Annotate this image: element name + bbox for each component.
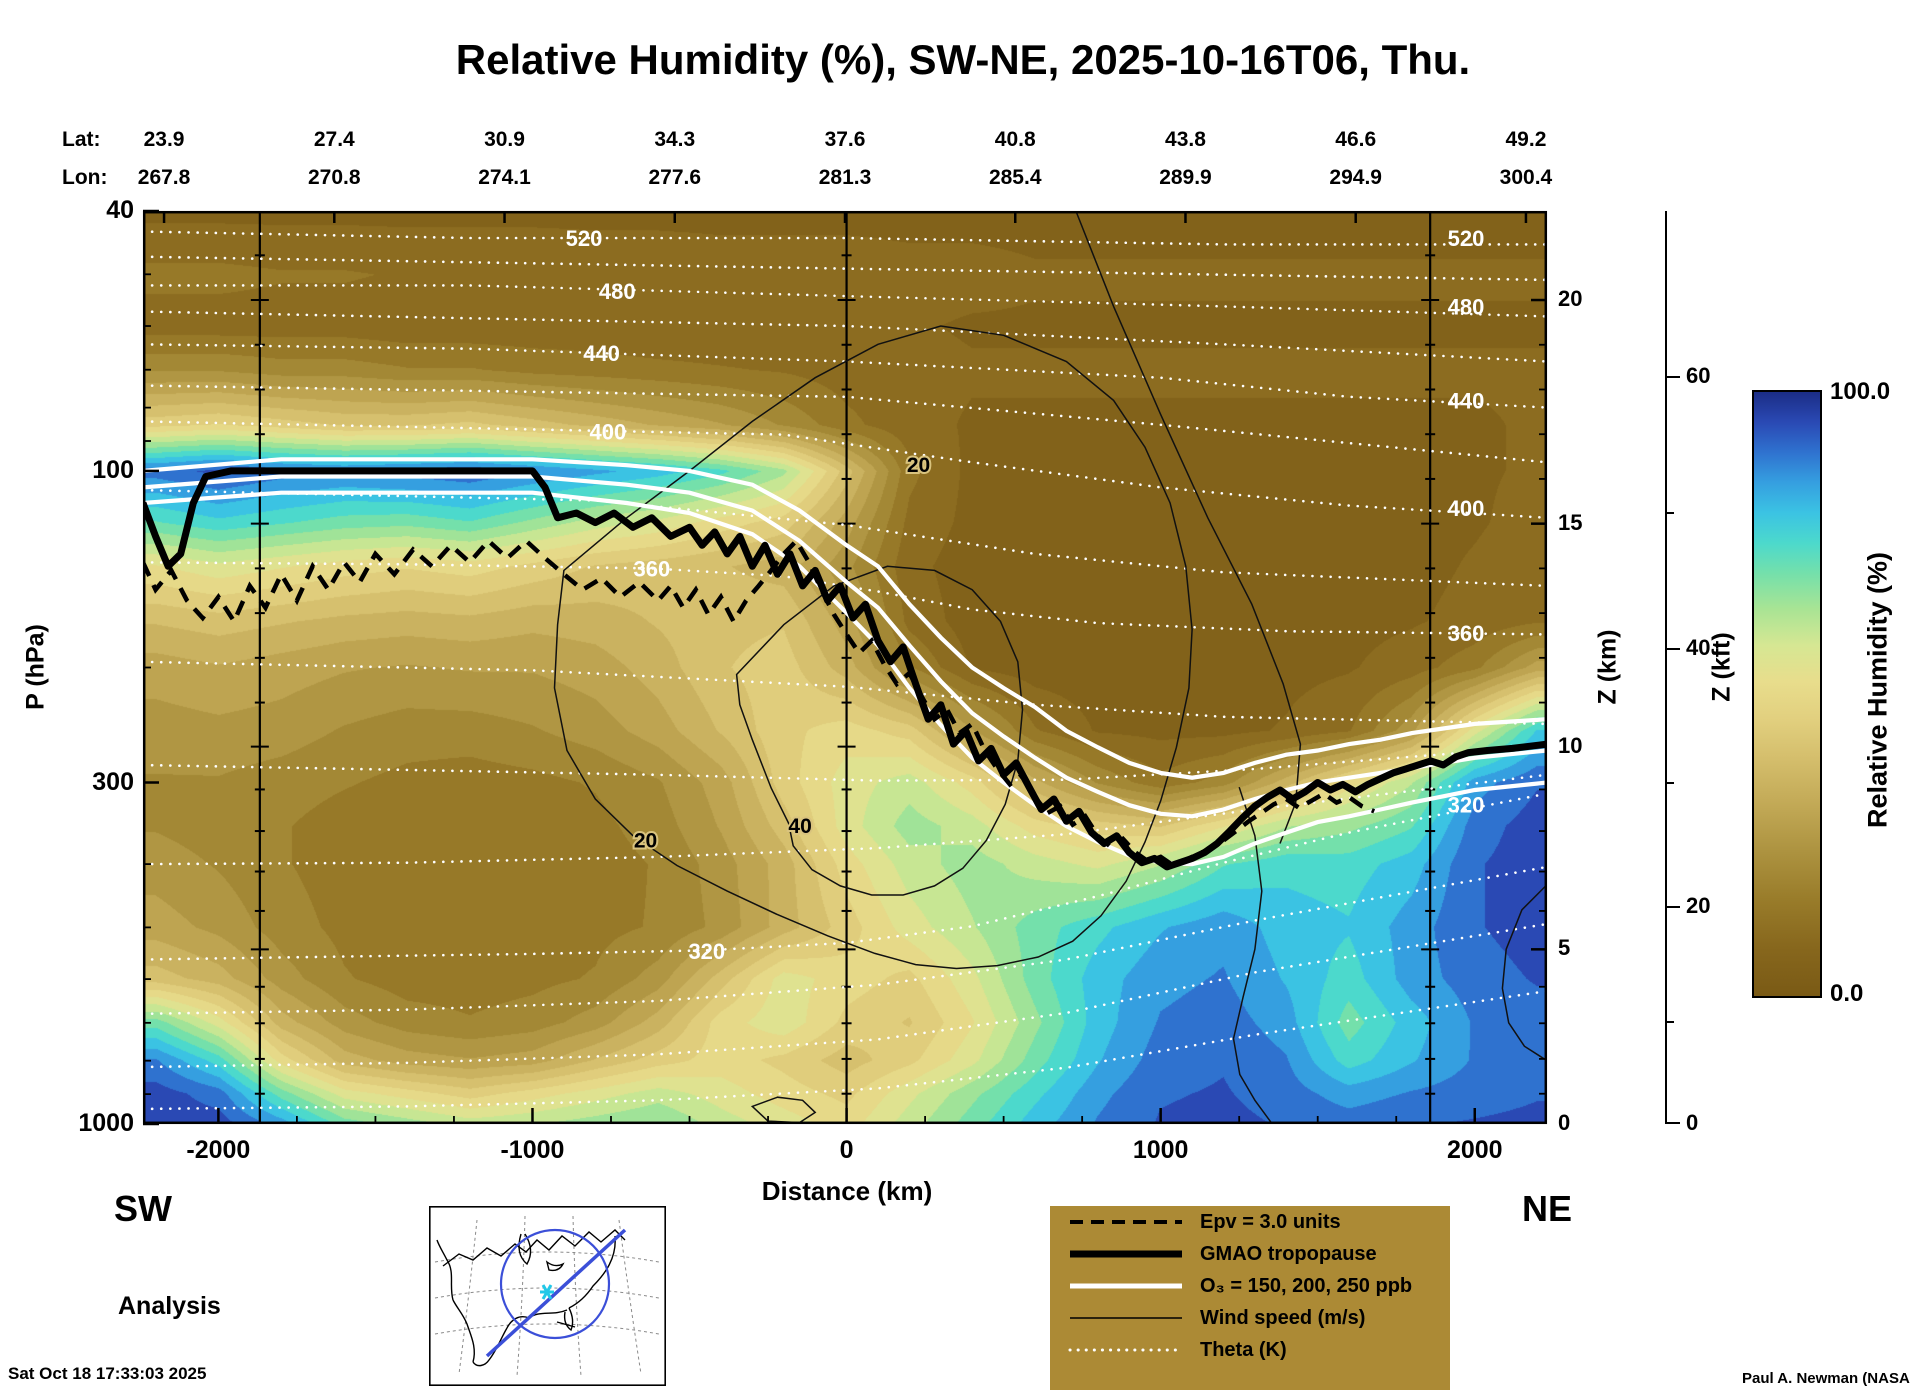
x-tick-label: 2000 [1446,1136,1503,1164]
lon-value: 267.8 [137,166,191,189]
legend-item-tropopause: GMAO tropopause [1050,1238,1450,1270]
svg-text:520: 520 [566,226,603,251]
map-border [429,1206,666,1386]
svg-text:400: 400 [1448,496,1485,521]
p-tick-label: 100 [92,455,134,484]
colorbar [1752,390,1822,998]
zkft-tick-label: 40 [1686,635,1711,661]
kft-tick [1666,1122,1680,1124]
legend-label-tropopause: GMAO tropopause [1200,1242,1377,1265]
kft-tick [1666,375,1680,378]
legend-label-theta: Theta (K) [1200,1338,1287,1361]
legend-line-epv-icon [1070,1220,1182,1224]
zkft-axis-title: Z (kft) [1707,632,1736,702]
kft-tick [1666,1020,1674,1023]
legend-line-tropopause-icon [1070,1250,1182,1258]
svg-text:20: 20 [634,829,657,852]
map-transect-line [485,1228,627,1358]
analysis-label: Analysis [118,1292,221,1320]
x-tick-label: 1000 [1132,1136,1189,1164]
svg-text:400: 400 [589,419,626,444]
kft-tick [1666,648,1680,651]
legend-label-ozone: O₃ = 150, 200, 250 ppb [1200,1274,1413,1297]
x-tick-label: 0 [839,1136,854,1164]
kft-tick [1666,906,1680,909]
zkft-tick-label: 60 [1686,362,1711,388]
zkm-tick-label: 0 [1558,1110,1571,1135]
lon-value: 294.9 [1329,166,1382,189]
chart-title: Relative Humidity (%), SW-NE, 2025-10-16… [455,36,1471,83]
zkm-tick-label: 5 [1558,935,1571,961]
lon-value: 281.3 [818,166,872,189]
svg-text:360: 360 [633,556,670,581]
svg-text:20: 20 [907,454,930,477]
lat-value: 46.6 [1335,128,1377,151]
colorbar-min-label: 0.0 [1830,980,1864,1007]
zkm-tick-label: 15 [1558,509,1583,535]
lat-value: 30.9 [484,128,525,151]
timestamp: Sat Oct 18 17:33:03 2025 [8,1364,207,1383]
lon-value: 285.4 [988,166,1042,189]
lon-value: 270.8 [308,166,361,189]
svg-text:360: 360 [1448,621,1485,646]
legend-line-ozone-icon [1070,1283,1182,1289]
legend-line-theta-icon [1068,1348,1184,1352]
kft-tick [1666,782,1674,785]
p-tick-label: 1000 [78,1109,134,1137]
zkft-tick-label: 20 [1686,893,1711,919]
svg-text:520: 520 [1448,226,1485,251]
svg-text:320: 320 [1448,792,1485,817]
kft-tick [1666,511,1674,514]
zkft-tick-label: 0 [1686,1110,1699,1135]
colorbar-title: Relative Humidity (%) [1862,551,1893,829]
lat-axis-prefix: Lat: [62,128,101,151]
legend-label-wind: Wind speed (m/s) [1200,1306,1366,1329]
p-tick-label: 300 [92,767,134,796]
lat-value: 40.8 [994,128,1036,151]
svg-text:480: 480 [1448,294,1485,319]
x-tick-label: -2000 [186,1136,251,1164]
lat-value: 37.6 [824,128,866,151]
svg-text:440: 440 [583,341,620,366]
x-tick-label: -1000 [500,1136,565,1164]
map-inset [429,1206,666,1386]
lat-value: 49.2 [1505,128,1547,151]
zkm-tick-label: 10 [1558,732,1583,758]
lon-value: 300.4 [1499,166,1553,189]
lon-value: 274.1 [478,166,531,189]
legend: Epv = 3.0 units GMAO tropopause O₃ = 150… [1050,1206,1450,1390]
plot-overlay: 520 520 480 480 440 440 400 400 360 360 320 320 20 20… [142,209,1548,1126]
distance-axis-title: Distance (km) [761,1176,933,1206]
lon-axis-prefix: Lon: [62,166,108,189]
svg-text:40: 40 [788,815,811,838]
sw-label: SW [114,1188,172,1229]
legend-item-ozone: O₃ = 150, 200, 250 ppb [1050,1270,1450,1302]
ne-label: NE [1521,1188,1572,1229]
colorbar-max-label: 100.0 [1830,378,1891,405]
rh-heatmap [143,211,1547,1124]
credit: Paul A. Newman (NASA [1742,1370,1910,1387]
lat-value: 43.8 [1165,128,1206,151]
map-center-marker [540,1284,554,1300]
svg-text:320: 320 [688,939,725,964]
legend-line-wind-icon [1070,1317,1182,1319]
legend-label-epv: Epv = 3.0 units [1200,1210,1341,1233]
map-circle [499,1228,611,1340]
zkft-axis-line [1665,211,1667,1124]
lat-value: 34.3 [654,128,696,151]
zkm-axis-title: Z (km) [1593,629,1622,705]
lon-value: 277.6 [648,166,702,189]
pressure-axis-title: P (hPa) [21,624,50,710]
lat-value: 27.4 [313,128,355,151]
zkm-tick-label: 20 [1558,286,1583,312]
lat-value: 23.9 [143,128,185,151]
legend-item-wind: Wind speed (m/s) [1050,1302,1450,1334]
lon-value: 289.9 [1159,166,1212,189]
p-tick-label: 40 [106,196,134,224]
svg-text:440: 440 [1448,388,1485,413]
legend-item-theta: Theta (K) [1050,1334,1450,1366]
svg-text:480: 480 [599,279,636,304]
legend-item-epv: Epv = 3.0 units [1050,1206,1450,1238]
